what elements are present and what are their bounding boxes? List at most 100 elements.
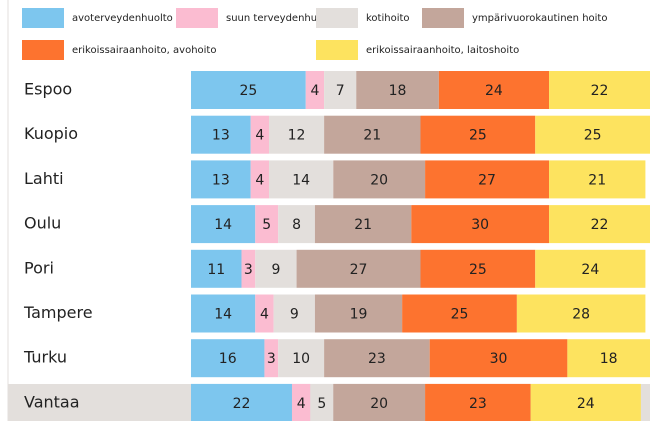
legend-swatch bbox=[176, 8, 218, 28]
bar-segment bbox=[333, 383, 426, 421]
bar-segment bbox=[535, 115, 650, 154]
category-label: Pori bbox=[24, 258, 54, 277]
bar-segment bbox=[425, 383, 531, 421]
bar-segment bbox=[255, 205, 279, 244]
bar-segment bbox=[273, 294, 315, 333]
value-label: 27 bbox=[350, 262, 368, 278]
value-label: 24 bbox=[581, 262, 599, 278]
legend-swatch bbox=[22, 8, 64, 28]
bar-segment bbox=[269, 115, 325, 154]
legend-label: avoterveydenhuolto bbox=[72, 13, 173, 24]
bar-segment bbox=[516, 294, 646, 333]
bar-segment bbox=[420, 249, 536, 288]
category-label: Kuopio bbox=[24, 124, 78, 143]
value-label: 21 bbox=[363, 128, 381, 144]
bar-segment bbox=[324, 71, 357, 109]
bar-segment bbox=[191, 294, 256, 333]
value-label: 18 bbox=[389, 83, 407, 99]
bar-segment bbox=[191, 383, 292, 421]
legend-swatch bbox=[316, 8, 358, 28]
bar-segment bbox=[324, 339, 430, 378]
value-label: 24 bbox=[485, 83, 503, 99]
bar-segment bbox=[402, 294, 517, 333]
value-label: 4 bbox=[310, 83, 319, 99]
value-label: 23 bbox=[469, 396, 487, 412]
value-label: 13 bbox=[212, 172, 230, 188]
bar-segment bbox=[310, 383, 334, 421]
bar-segment bbox=[314, 294, 403, 333]
legend-label: suun terveydenhuolto bbox=[226, 13, 336, 24]
value-label: 21 bbox=[588, 172, 606, 188]
bar-segment bbox=[191, 160, 251, 199]
value-label: 30 bbox=[471, 217, 489, 233]
category-label: Lahti bbox=[24, 169, 64, 188]
legend-swatch bbox=[422, 8, 464, 28]
bar-segment bbox=[305, 71, 325, 109]
value-label: 25 bbox=[239, 83, 257, 99]
category-label: Turku bbox=[23, 348, 67, 367]
bar-segment bbox=[296, 249, 421, 288]
value-label: 20 bbox=[370, 396, 388, 412]
value-label: 19 bbox=[350, 307, 368, 323]
bar-segment bbox=[191, 339, 265, 378]
value-label: 7 bbox=[336, 83, 345, 99]
value-label: 8 bbox=[292, 217, 301, 233]
bar-segment bbox=[420, 115, 536, 154]
bar-segment bbox=[333, 160, 426, 199]
value-label: 4 bbox=[255, 172, 264, 188]
category-label: Oulu bbox=[24, 214, 61, 233]
value-label: 28 bbox=[572, 307, 590, 323]
bar-segment bbox=[549, 160, 646, 199]
bar-segment bbox=[255, 294, 274, 333]
legend-label: erikoissairaanhoito, laitoshoito bbox=[366, 45, 519, 56]
bar-segment bbox=[535, 249, 646, 288]
bar-segment bbox=[269, 160, 334, 199]
bar-segment bbox=[255, 249, 297, 288]
value-label: 9 bbox=[290, 307, 299, 323]
value-label: 16 bbox=[219, 351, 237, 367]
value-label: 23 bbox=[368, 351, 386, 367]
bar-segment bbox=[438, 71, 550, 109]
bar-segment bbox=[191, 115, 251, 154]
value-label: 5 bbox=[262, 217, 271, 233]
legend-swatch bbox=[22, 40, 64, 60]
bar-segment bbox=[250, 160, 270, 199]
value-label: 25 bbox=[469, 262, 487, 278]
value-label: 22 bbox=[591, 217, 609, 233]
bar-segment bbox=[429, 339, 568, 378]
bar-segment bbox=[278, 205, 315, 244]
bar-segment bbox=[411, 205, 550, 244]
bar-segment bbox=[324, 115, 421, 154]
value-label: 14 bbox=[214, 307, 232, 323]
value-label: 4 bbox=[255, 128, 264, 144]
value-label: 11 bbox=[207, 262, 225, 278]
bar-segment bbox=[567, 339, 650, 378]
category-label: Tampere bbox=[23, 303, 93, 322]
value-label: 13 bbox=[212, 128, 230, 144]
legend-label: erikoissairaanhoito, avohoito bbox=[72, 45, 216, 56]
legend-label: kotihoito bbox=[366, 13, 410, 24]
category-label: Espoo bbox=[24, 80, 72, 99]
value-label: 22 bbox=[591, 83, 609, 99]
value-label: 12 bbox=[288, 128, 306, 144]
bar-segment bbox=[549, 71, 650, 109]
value-label: 20 bbox=[370, 172, 388, 188]
legend-swatch bbox=[316, 40, 358, 60]
bar-segment bbox=[241, 249, 256, 288]
value-label: 9 bbox=[271, 262, 280, 278]
value-label: 25 bbox=[469, 128, 487, 144]
value-label: 30 bbox=[490, 351, 508, 367]
value-label: 27 bbox=[478, 172, 496, 188]
bar-segment bbox=[291, 383, 311, 421]
value-label: 10 bbox=[292, 351, 310, 367]
value-label: 3 bbox=[244, 262, 253, 278]
bar-segment bbox=[314, 205, 412, 244]
bar-segment bbox=[191, 205, 256, 244]
bar-segment bbox=[530, 383, 641, 421]
value-label: 14 bbox=[214, 217, 232, 233]
bar-segment bbox=[278, 339, 325, 378]
value-label: 4 bbox=[297, 396, 306, 412]
bar-segment bbox=[191, 249, 242, 288]
value-label: 25 bbox=[584, 128, 602, 144]
category-label: Vantaa bbox=[24, 392, 80, 411]
